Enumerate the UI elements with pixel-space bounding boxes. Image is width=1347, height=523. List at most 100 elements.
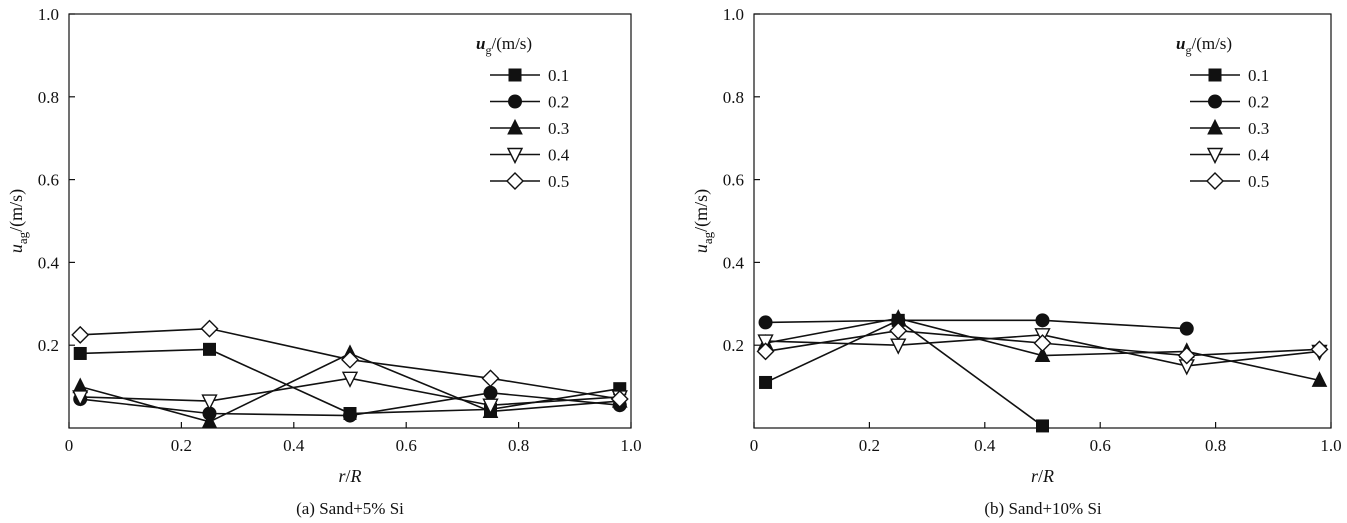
legend-item-0.3: 0.3 [490,118,569,138]
data-point [1179,321,1194,336]
data-point [201,394,218,411]
series-0.2 [73,385,627,423]
legend-label: 0.4 [1248,146,1270,165]
y-tick-label: 1.0 [723,5,744,24]
legend-title: ug/(m/s) [476,34,532,57]
legend-item-0.5: 0.5 [1190,172,1269,191]
data-point [1034,346,1051,363]
legend: ug/(m/s) 0.1 0.2 0.3 0.4 0.5 [1176,34,1270,191]
legend-item-0.4: 0.4 [490,146,570,165]
data-point [1310,340,1329,359]
legend-marker [506,147,524,165]
legend-marker [1206,172,1224,190]
legend-item-0.2: 0.2 [490,93,569,112]
legend-marker [1207,118,1223,135]
x-tick-label: 0.8 [1205,436,1226,455]
legend-item-0.2: 0.2 [1190,93,1269,112]
data-point [482,398,499,415]
y-tick-label: 0.6 [38,171,59,190]
legend-label: 0.2 [1248,93,1269,112]
legend-item-0.3: 0.3 [1190,118,1269,138]
data-point [759,375,773,389]
plot-frame [753,13,1332,429]
data-point [203,342,216,356]
series-0.5 [756,321,1329,365]
legend-label: 0.2 [548,93,569,112]
x-tick-label: 0 [65,436,74,455]
data-point [1311,371,1328,387]
legend-label: 0.3 [1248,119,1269,138]
x-tick-label: 0.6 [1090,436,1111,455]
data-point [1177,346,1196,365]
legend-marker [508,68,522,82]
y-tick-label: 0.2 [723,336,744,355]
y-tick-label: 0.2 [38,336,59,355]
x-tick-label: 0.4 [974,436,996,455]
legend-label: 0.5 [1248,172,1269,191]
legend-marker [1208,68,1222,82]
panel-caption: (a) Sand+5% Si [296,499,404,518]
x-tick-label: 0.6 [396,436,417,455]
legend-item-0.1: 0.1 [490,66,569,85]
series-line [765,319,1187,330]
legend-marker [1206,147,1224,165]
data-point [890,338,907,355]
legend-item-0.4: 0.4 [1190,146,1270,165]
legend-title: ug/(m/s) [1176,34,1232,57]
x-tick-label: 0.4 [283,436,305,455]
data-point [200,319,219,338]
x-tick-label: 0.2 [859,436,880,455]
x-tick-label: 1.0 [620,436,641,455]
legend-item-0.5: 0.5 [490,172,569,191]
legend-marker [507,118,523,135]
data-point [481,369,500,388]
legend-label: 0.5 [548,172,569,191]
data-point [1033,334,1052,353]
x-tick-label: 0 [750,436,759,455]
series-line [765,319,1043,427]
y-axis-label: uag/(m/s) [691,189,715,253]
legend-marker [506,172,524,190]
data-point [1035,313,1050,328]
data-point [610,390,629,409]
y-tick-label: 0.8 [38,88,59,107]
y-tick-label: 0.6 [723,171,744,190]
chart-panel-b: 0 0.2 0.4 0.6 0.8 1.0 0.2 0.4 0.6 0.8 1.0 r/R uag/(m… [691,5,1342,518]
plot-frame [68,13,632,429]
x-axis-label: r/R [1031,466,1054,486]
x-tick-label: 0.2 [171,436,192,455]
data-point [343,408,357,423]
data-point [758,315,773,330]
x-tick-label: 1.0 [1320,436,1341,455]
data-point [341,350,359,369]
data-point [71,325,90,344]
legend-label: 0.1 [1248,66,1269,85]
x-axis-label: r/R [338,466,361,486]
data-point [756,342,775,361]
panel-caption: (b) Sand+10% Si [984,499,1102,518]
data-point [757,334,774,351]
data-point [341,371,359,388]
y-tick-label: 0.4 [38,253,60,272]
data-point [1036,419,1049,433]
y-axis-label: uag/(m/s) [6,189,30,253]
x-tick-label: 0.8 [508,436,529,455]
legend-marker [508,94,522,109]
legend: ug/(m/s) 0.1 0.2 0.3 0.4 0.5 [476,34,570,191]
y-tick-label: 0.8 [723,88,744,107]
data-point [483,385,498,400]
series-0.5 [71,319,629,409]
data-point [73,346,87,360]
y-tick-label: 1.0 [38,5,59,24]
data-point [72,390,89,407]
legend-label: 0.3 [548,119,569,138]
y-tick-label: 0.4 [723,253,745,272]
chart-panel-a: 0 0.2 0.4 0.6 0.8 1.0 0.2 0.4 0.6 0.8 1.0 r/R uag/(m… [6,5,642,518]
data-point [889,321,908,340]
legend-label: 0.4 [548,146,570,165]
legend-marker [1208,94,1222,109]
legend-item-0.1: 0.1 [1190,66,1269,85]
legend-label: 0.1 [548,66,569,85]
data-point [201,412,218,429]
